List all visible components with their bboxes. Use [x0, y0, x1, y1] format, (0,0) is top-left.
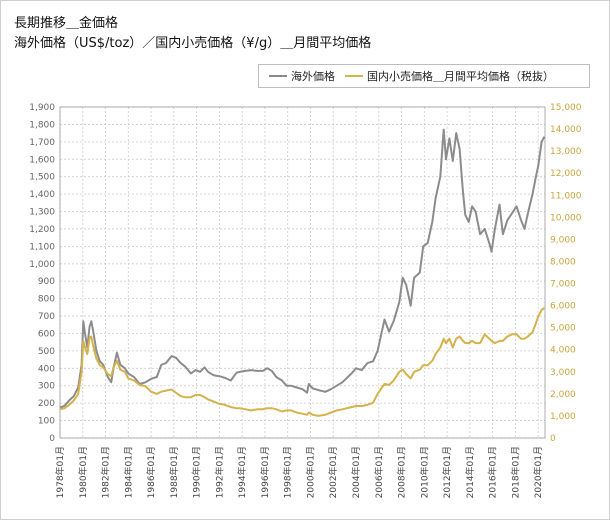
y-left-tick-label: 1,000 [29, 260, 55, 270]
legend-swatch-domestic [345, 75, 363, 77]
y-left-tick-label: 500 [38, 347, 55, 357]
series-line-domestic [59, 307, 546, 417]
x-tick-label: 1988年01月 [168, 446, 180, 498]
legend-label-overseas: 海外価格 [291, 70, 335, 83]
y-left-tick-label: 800 [38, 295, 55, 305]
x-tick-label: 1982年01月 [100, 446, 112, 498]
y-left-tick-label: 1,700 [29, 138, 55, 148]
grid-lines [59, 106, 546, 439]
y-left-tick-label: 1,400 [29, 190, 55, 200]
y-right-tick-label: 15,000 [550, 103, 582, 113]
x-tick-label: 2004年01月 [350, 446, 362, 498]
y-right-tick-label: 5,000 [550, 324, 576, 334]
y-right-tick-label: 13,000 [550, 147, 582, 157]
legend-item-domestic: 国内小売価格＿月間平均価格（税抜） [345, 68, 554, 84]
x-tick-label: 1980年01月 [77, 446, 89, 498]
x-axis: 1978年01月 1980年01月 1982年01月 1984年01月 1986年01月… [54, 446, 544, 498]
y-right-tick-label: 6,000 [550, 302, 576, 312]
x-tick-label: 2018年01月 [509, 446, 521, 498]
y-right-tick-label: 12,000 [550, 169, 582, 179]
x-tick-label: 1978年01月 [54, 446, 66, 498]
y-right-tick-label: 9,000 [550, 235, 576, 245]
x-tick-label: 2008年01月 [396, 446, 408, 498]
y-left-tick-label: 1,600 [29, 155, 55, 165]
y-left-tick-label: 1,200 [29, 225, 55, 235]
x-tick-label: 2020年01月 [532, 446, 544, 498]
x-tick-label: 1998年01月 [282, 446, 294, 498]
x-tick-label: 2006年01月 [373, 446, 385, 498]
y-left-tick-label: 100 [38, 417, 55, 427]
y-left-tick-label: 1,500 [29, 173, 55, 183]
y-left-tick-label: 900 [38, 277, 55, 287]
x-tick-label: 1986年01月 [145, 446, 157, 498]
chart-legend: 海外価格 国内小売価格＿月間平均価格（税抜） [258, 64, 590, 88]
y-left-tick-label: 1,800 [29, 120, 55, 130]
y-left-tick-label: 0 [49, 434, 55, 444]
y-right-tick-label: 3,000 [550, 368, 576, 378]
plot-border [59, 106, 546, 439]
y-axis-left: 0 100 200 300 400 500 600 700 800 900 1,000 1,100 1,… [29, 103, 55, 444]
y-right-tick-label: 2,000 [550, 390, 576, 400]
x-tick-label: 1992年01月 [213, 446, 225, 498]
legend-item-overseas: 海外価格 [269, 68, 335, 84]
x-tick-label: 1990年01月 [191, 446, 203, 498]
chart-title-line2: 海外価格（US$/toz）／国内小売価格（¥/g）＿月間平均価格 [14, 36, 372, 51]
y-left-tick-label: 700 [38, 312, 55, 322]
y-right-tick-label: 10,000 [550, 213, 582, 223]
legend-swatch-overseas [269, 75, 287, 77]
y-left-tick-label: 1,100 [29, 242, 55, 252]
y-right-tick-label: 1,000 [550, 412, 576, 422]
series-lines [59, 128, 546, 417]
y-right-tick-label: 4,000 [550, 346, 576, 356]
x-tick-label: 2002年01月 [327, 446, 339, 498]
x-tick-label: 2016年01月 [487, 446, 499, 498]
y-left-tick-label: 600 [38, 329, 55, 339]
x-tick-label: 2010年01月 [418, 446, 430, 498]
y-right-tick-label: 0 [550, 434, 556, 444]
y-right-tick-label: 7,000 [550, 280, 576, 290]
y-left-tick-label: 1,900 [29, 103, 55, 113]
x-tick-label: 1984年01月 [122, 446, 134, 498]
series-line-overseas [59, 128, 546, 409]
y-axis-right: 0 1,000 2,000 3,000 4,000 5,000 6,000 7,000 8,00… [550, 103, 582, 444]
x-tick-label: 1994年01月 [236, 446, 248, 498]
y-left-tick-label: 1,300 [29, 208, 55, 218]
y-right-tick-label: 14,000 [550, 125, 582, 135]
y-right-tick-label: 11,000 [550, 191, 582, 201]
x-tick-label: 1996年01月 [259, 446, 271, 498]
y-right-tick-label: 8,000 [550, 257, 576, 267]
legend-label-domestic: 国内小売価格＿月間平均価格（税抜） [367, 70, 554, 83]
x-tick-label: 2014年01月 [464, 446, 476, 498]
x-tick-label: 2000年01月 [304, 446, 316, 498]
y-left-tick-label: 400 [38, 364, 55, 374]
chart-title-line1: 長期推移＿金価格 [14, 16, 119, 31]
x-tick-label: 2012年01月 [441, 446, 453, 498]
y-left-tick-label: 300 [38, 382, 55, 392]
y-left-tick-label: 200 [38, 399, 55, 409]
